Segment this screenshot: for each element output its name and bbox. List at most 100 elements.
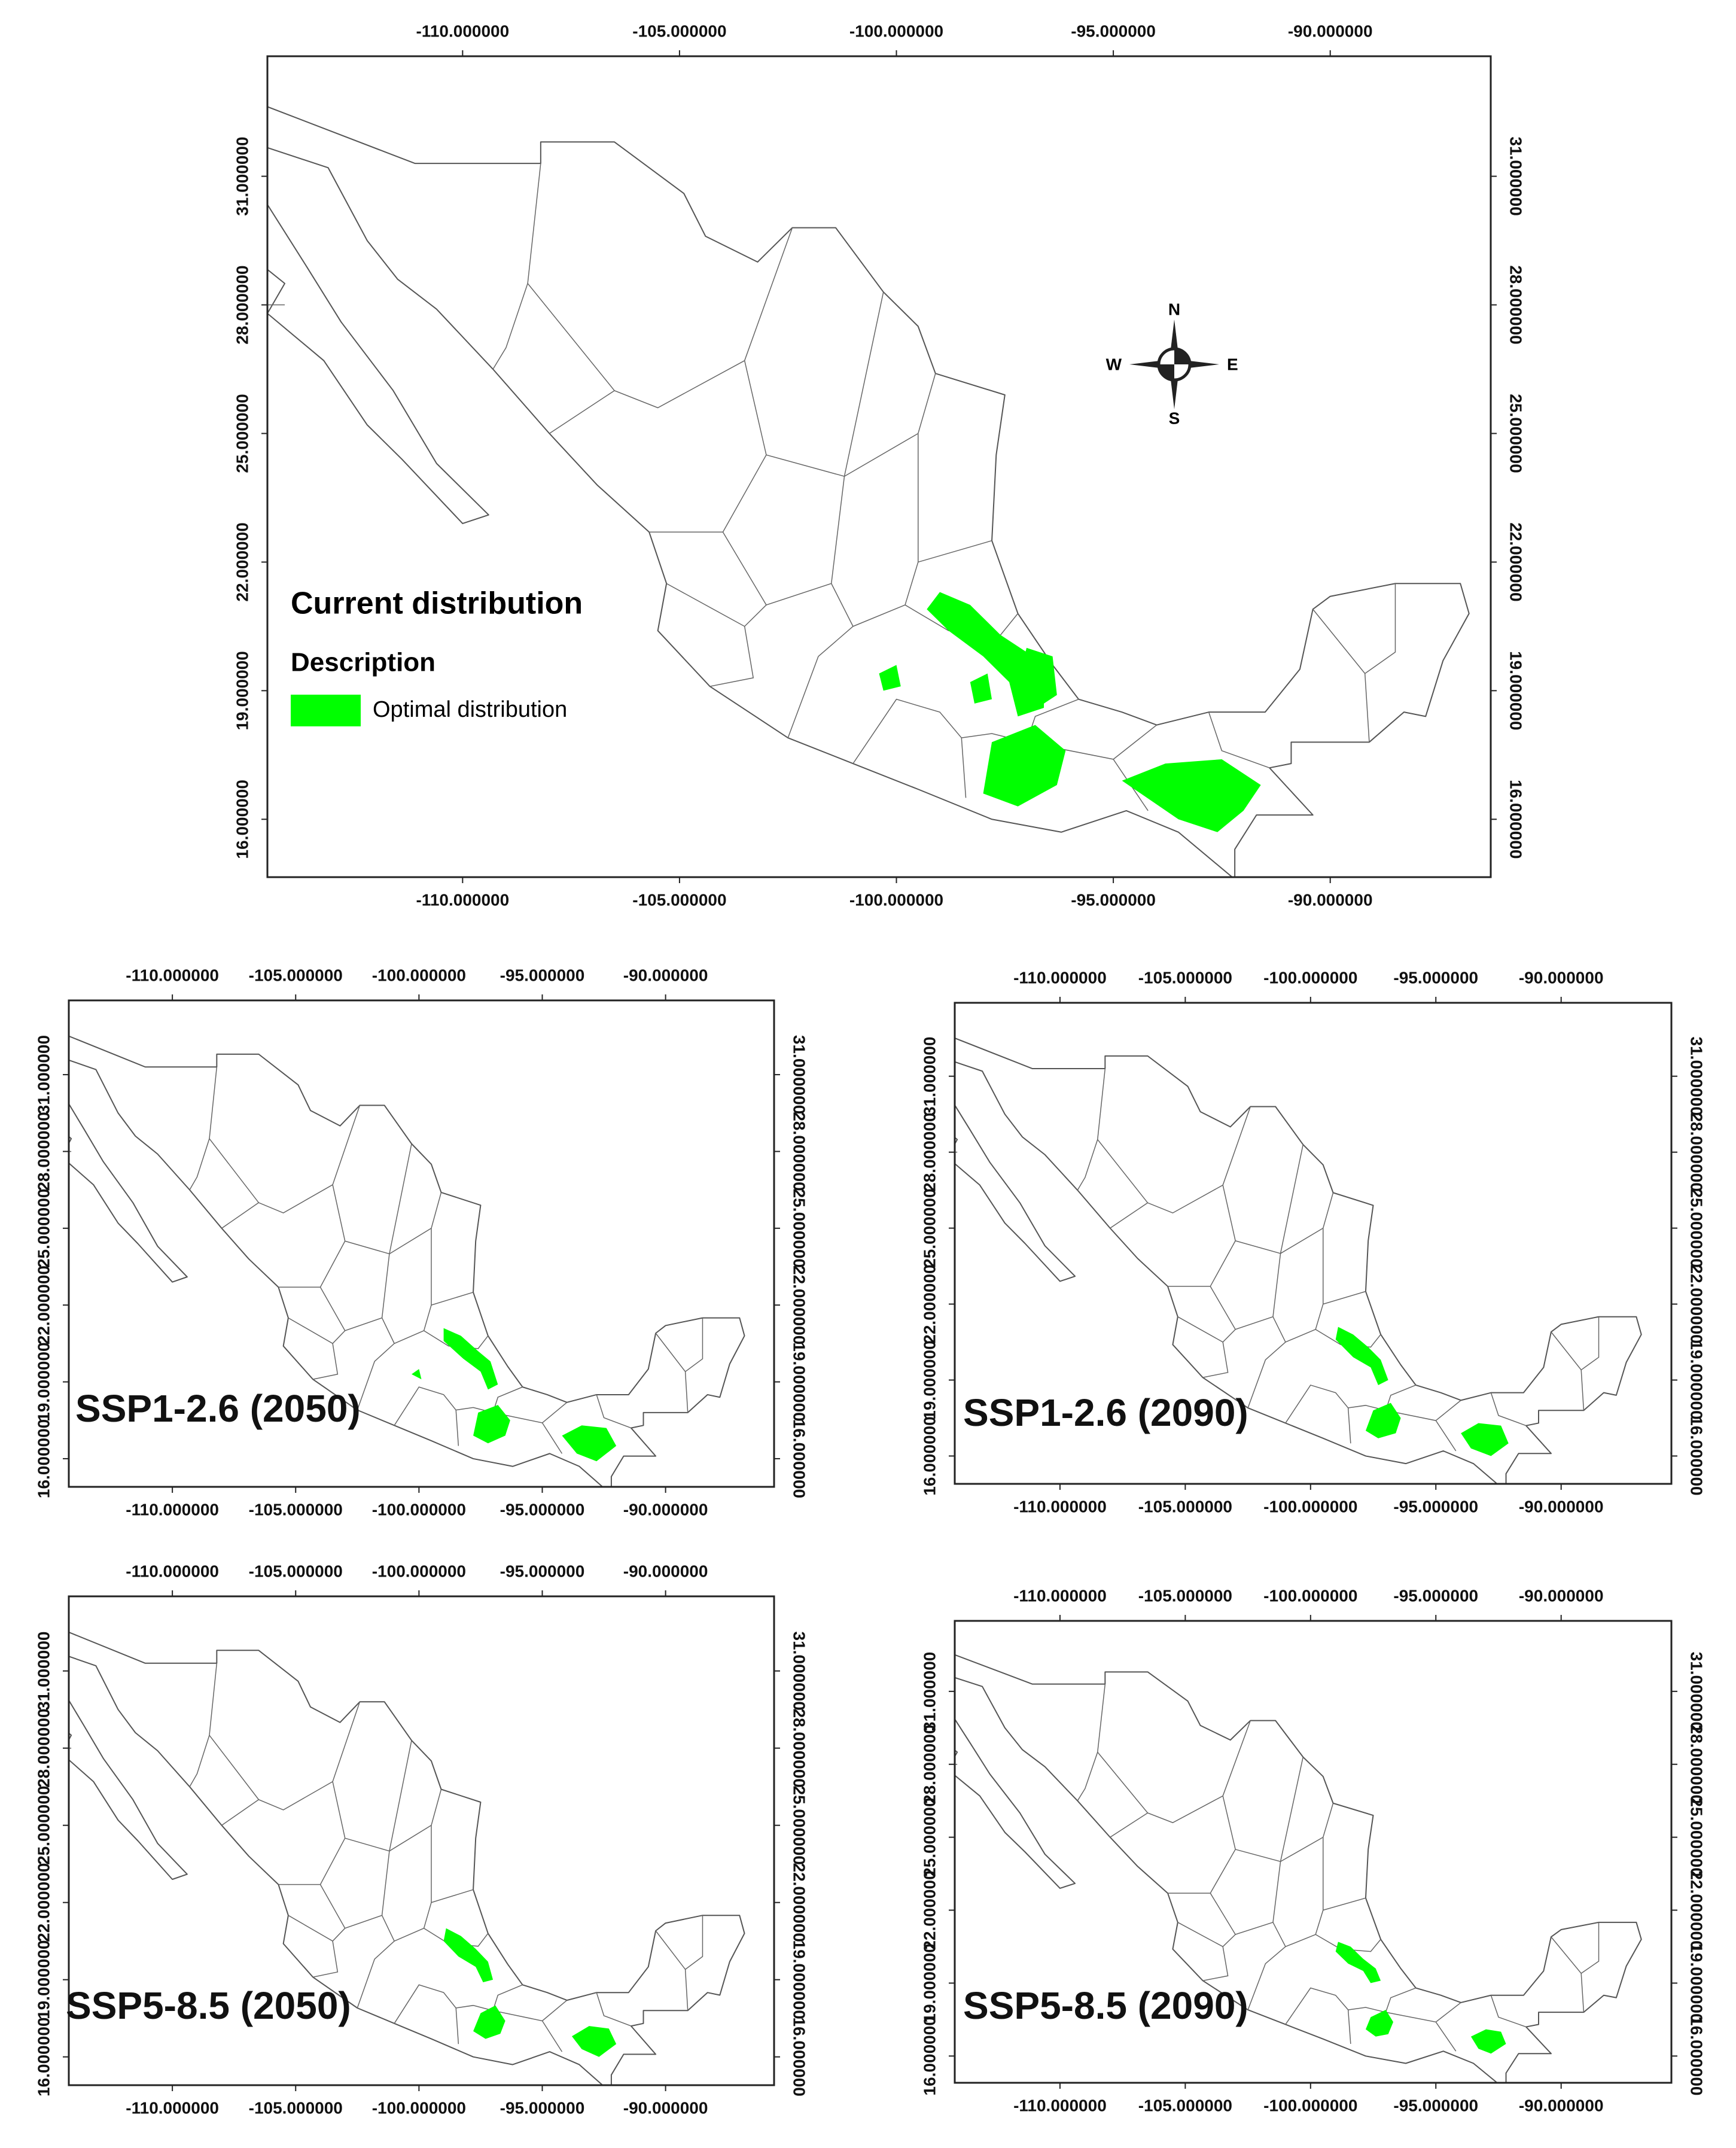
compass-s: S [1169, 409, 1180, 427]
y-tick-label: 16.000000 [34, 1419, 53, 1498]
x-tick-label: -105.000000 [1138, 968, 1232, 987]
y-tick-label: 31.000000 [920, 1652, 939, 1731]
y-tick-label: 19.000000 [790, 1342, 809, 1421]
y-tick-label: 31.000000 [790, 1632, 809, 1711]
x-tick-label: -90.000000 [1519, 1586, 1604, 1605]
y-tick-label: 31.000000 [1688, 1652, 1706, 1731]
y-tick-label: 22.000000 [34, 1863, 53, 1942]
x-tick-label: -105.000000 [1138, 2096, 1232, 2114]
x-tick-label: -95.000000 [500, 2098, 585, 2117]
map-title: SSP5-8.5 (2090) [963, 1984, 1248, 2027]
x-tick-label: -105.000000 [1138, 1586, 1232, 1605]
y-tick-label: 22.000000 [790, 1265, 809, 1344]
x-tick-label: -100.000000 [372, 2098, 466, 2117]
y-tick-label: 25.000000 [920, 1797, 939, 1876]
map-panel: -110.000000 -110.000000 -105.000000 -105.00… [34, 966, 809, 1519]
y-tick-label: 16.000000 [34, 2018, 53, 2097]
map-frame [68, 999, 775, 1488]
x-tick-label: -90.000000 [623, 1562, 708, 1580]
compass-e: E [1227, 355, 1238, 373]
y-tick-label: 28.000000 [1688, 1112, 1706, 1191]
y-tick-label: 19.000000 [1688, 1340, 1706, 1419]
x-tick-label: -110.000000 [1013, 2096, 1107, 2114]
y-tick-label: 25.000000 [34, 1189, 53, 1268]
x-tick-label: -100.000000 [1263, 1586, 1357, 1605]
x-tick-label: -105.000000 [249, 2098, 343, 2117]
map-panel: -110.000000 -110.000000 -105.000000 -105.00… [154, 22, 1525, 909]
y-tick-label: 28.000000 [920, 1725, 939, 1804]
x-tick-label: -90.000000 [1519, 968, 1604, 987]
compass-n: N [1168, 300, 1180, 318]
y-tick-label: 28.000000 [1507, 265, 1525, 344]
y-tick-label: 16.000000 [1688, 2016, 1706, 2095]
x-tick-label: -110.000000 [1013, 968, 1107, 987]
y-tick-label: 16.000000 [1507, 780, 1525, 859]
y-tick-label: 16.000000 [1688, 1416, 1706, 1495]
map-frame [68, 1595, 775, 2086]
compass-w: W [1106, 355, 1122, 373]
y-tick-label: 31.000000 [34, 1035, 53, 1114]
x-tick-label: -100.000000 [849, 890, 943, 909]
y-tick-label: 28.000000 [920, 1112, 939, 1191]
y-tick-label: 25.000000 [233, 394, 251, 473]
y-tick-label: 19.000000 [34, 1940, 53, 2019]
x-tick-label: -95.000000 [500, 1500, 585, 1519]
y-tick-label: 19.000000 [233, 651, 251, 730]
x-tick-label: -90.000000 [623, 1500, 708, 1519]
y-tick-label: 31.000000 [233, 136, 251, 215]
x-tick-label: -105.000000 [1138, 1497, 1232, 1516]
y-tick-label: 31.000000 [790, 1035, 809, 1114]
x-tick-label: -90.000000 [1288, 890, 1373, 909]
x-tick-label: -95.000000 [1393, 2096, 1478, 2114]
y-tick-label: 19.000000 [790, 1940, 809, 2019]
map-panel: -110.000000 -110.000000 -105.000000 -105.00… [34, 1562, 809, 2117]
x-tick-label: -105.000000 [249, 966, 343, 984]
y-tick-label: 22.000000 [920, 1264, 939, 1343]
y-tick-label: 22.000000 [1688, 1264, 1706, 1343]
x-tick-label: -90.000000 [623, 2098, 708, 2117]
map-title: SSP1-2.6 (2050) [75, 1387, 361, 1430]
x-tick-label: -90.000000 [1519, 2096, 1604, 2114]
y-tick-label: 31.000000 [920, 1037, 939, 1116]
y-tick-label: 25.000000 [1688, 1188, 1706, 1267]
x-tick-label: -90.000000 [623, 966, 708, 984]
x-tick-label: -100.000000 [372, 1500, 466, 1519]
y-tick-label: 22.000000 [34, 1265, 53, 1344]
y-tick-label: 22.000000 [1507, 522, 1525, 601]
map-frame [266, 55, 1492, 878]
map-title: Current distribution [291, 586, 583, 621]
country-borders [154, 104, 1469, 880]
y-tick-label: 22.000000 [790, 1863, 809, 1942]
y-tick-label: 22.000000 [920, 1870, 939, 1949]
y-tick-label: 19.000000 [920, 1943, 939, 2022]
x-tick-label: -100.000000 [372, 966, 466, 984]
x-tick-label: -100.000000 [1263, 1497, 1357, 1516]
x-tick-label: -110.000000 [1013, 1586, 1107, 1605]
y-tick-label: 22.000000 [233, 522, 251, 601]
x-tick-label: -95.000000 [1393, 968, 1478, 987]
x-tick-label: -105.000000 [632, 22, 726, 40]
map-panel: -110.000000 -110.000000 -105.000000 -105.00… [920, 968, 1706, 1516]
x-tick-label: -90.000000 [1519, 1497, 1604, 1516]
x-tick-label: -95.000000 [1393, 1497, 1478, 1516]
x-tick-label: -100.000000 [849, 22, 943, 40]
y-tick-label: 16.000000 [233, 780, 251, 859]
x-tick-label: -95.000000 [500, 966, 585, 984]
legend-title: Description [291, 648, 435, 677]
y-tick-label: 28.000000 [1688, 1725, 1706, 1804]
x-tick-label: -110.000000 [416, 22, 509, 40]
x-tick-label: -95.000000 [1071, 22, 1156, 40]
x-tick-label: -100.000000 [372, 1562, 466, 1580]
x-tick-label: -110.000000 [126, 1562, 219, 1580]
x-tick-label: -105.000000 [632, 890, 726, 909]
map-panel: -110.000000 -110.000000 -105.000000 -105.00… [920, 1586, 1706, 2114]
y-tick-label: 16.000000 [920, 2016, 939, 2095]
y-tick-label: 22.000000 [1688, 1870, 1706, 1949]
y-tick-label: 19.000000 [1688, 1943, 1706, 2022]
x-tick-label: -105.000000 [249, 1500, 343, 1519]
map-frame [954, 1002, 1673, 1485]
legend-label: Optimal distribution [373, 697, 567, 722]
y-tick-label: 25.000000 [34, 1786, 53, 1865]
